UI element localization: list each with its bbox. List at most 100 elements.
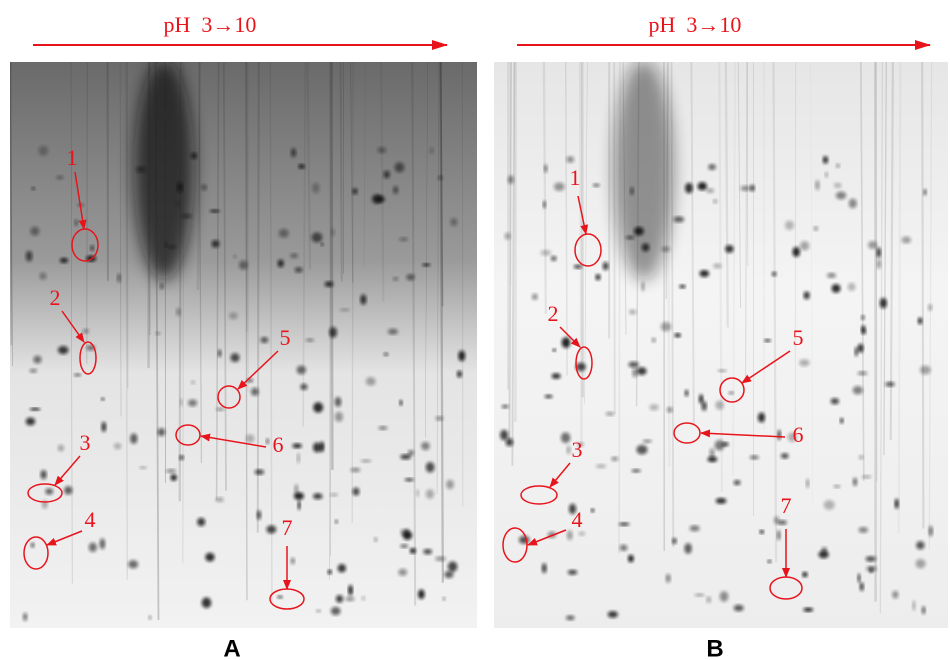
gel-spot — [374, 195, 385, 203]
gel-spot — [378, 426, 388, 431]
gel-spot — [858, 526, 869, 533]
gel-spot — [861, 475, 872, 479]
gel-spot — [566, 156, 575, 163]
gel-streak — [10, 62, 13, 346]
gel-spot — [190, 152, 198, 159]
gel-spot — [392, 186, 399, 194]
gel-spot — [292, 443, 302, 449]
gel-spot — [201, 597, 212, 609]
gel-spot — [260, 336, 269, 344]
gel-spot — [777, 429, 781, 441]
gel-spot — [566, 530, 573, 541]
spot-arrow — [741, 350, 791, 384]
gel-spot — [216, 407, 225, 412]
spot-number: 4 — [572, 507, 583, 532]
gel-spot — [679, 284, 686, 289]
gel-spot — [595, 463, 607, 469]
gel-spot — [507, 175, 514, 184]
gel-spot — [915, 558, 926, 569]
gel-spot — [177, 182, 183, 193]
gel-spot — [830, 397, 840, 405]
gel-spot — [294, 266, 303, 273]
gel-spot — [590, 508, 595, 513]
gel-streak — [875, 62, 878, 482]
gel-spot — [636, 367, 647, 376]
gel-spot — [348, 584, 353, 596]
spot-arrow — [61, 310, 85, 343]
gel-spot — [505, 438, 514, 447]
gel-spot — [290, 148, 297, 158]
spot-circle — [673, 422, 701, 444]
gel-spot — [714, 440, 725, 451]
gel-spot — [425, 489, 435, 499]
gel-spot — [634, 226, 644, 236]
gel-spot — [312, 182, 320, 194]
gel-spot — [30, 226, 40, 236]
gel-spot — [660, 322, 672, 332]
gel-spot — [239, 260, 248, 270]
gel-spot — [706, 596, 712, 603]
gel-spot — [799, 241, 810, 251]
gel-spot — [334, 396, 342, 407]
spot-number: 2 — [548, 301, 559, 326]
gel-spot — [197, 517, 206, 527]
gel-spot — [360, 459, 372, 463]
gel-spot — [400, 454, 412, 460]
gel-spot — [876, 259, 882, 269]
gel-spot — [733, 479, 741, 486]
gel-spot — [294, 484, 299, 495]
gel-streak — [921, 62, 925, 529]
gel-spot — [500, 429, 509, 441]
gel-spot — [399, 237, 408, 242]
gel-streak — [718, 62, 723, 492]
gel-spot — [550, 255, 557, 262]
gel-spot — [749, 455, 759, 460]
gel-spot — [672, 537, 677, 545]
gel-spot — [444, 570, 454, 579]
gel-spot — [757, 412, 766, 423]
gel-streak — [425, 62, 428, 439]
gel-spot — [857, 343, 864, 353]
gel-spot — [651, 337, 656, 343]
gel-spot — [311, 232, 323, 243]
gel-streak — [245, 62, 248, 601]
gel-spot — [56, 175, 64, 180]
gel-spot — [417, 589, 425, 600]
spot-number: 7 — [282, 515, 293, 540]
gel-spot — [628, 361, 639, 368]
spot-circle — [79, 341, 97, 375]
gel-spot — [352, 487, 360, 496]
gel-spot — [543, 164, 548, 173]
gel-spot — [278, 228, 289, 238]
gel-spot — [215, 497, 224, 503]
gel-spot — [661, 246, 671, 252]
gel-spot — [876, 247, 881, 258]
gel-spot — [868, 240, 878, 250]
gel-image — [10, 62, 477, 628]
gel-spot — [425, 461, 435, 473]
gel-streak — [363, 62, 366, 266]
gel-spot — [327, 569, 332, 575]
gel-spot — [179, 455, 184, 461]
gel-spot — [190, 380, 195, 385]
gel-spot — [854, 346, 858, 357]
gel-spot — [630, 186, 634, 196]
spot-circle — [502, 527, 528, 563]
gel-spot — [128, 560, 139, 569]
gel-spot — [290, 557, 295, 565]
gel-spot — [394, 162, 405, 173]
gel-spot — [803, 607, 814, 612]
gel-spot — [824, 171, 829, 178]
gel-spot — [518, 535, 530, 544]
gel-streak — [86, 62, 88, 365]
gel-spot — [437, 175, 443, 180]
gel-spot — [636, 444, 648, 455]
gel-spot — [406, 273, 415, 281]
gel-spot — [456, 370, 463, 378]
gel-streak — [306, 62, 312, 270]
gel-spot — [398, 568, 408, 576]
gel-spot — [821, 546, 828, 553]
gel-spot — [230, 353, 240, 363]
gel-smear — [613, 62, 674, 280]
gel-spot — [179, 398, 183, 407]
